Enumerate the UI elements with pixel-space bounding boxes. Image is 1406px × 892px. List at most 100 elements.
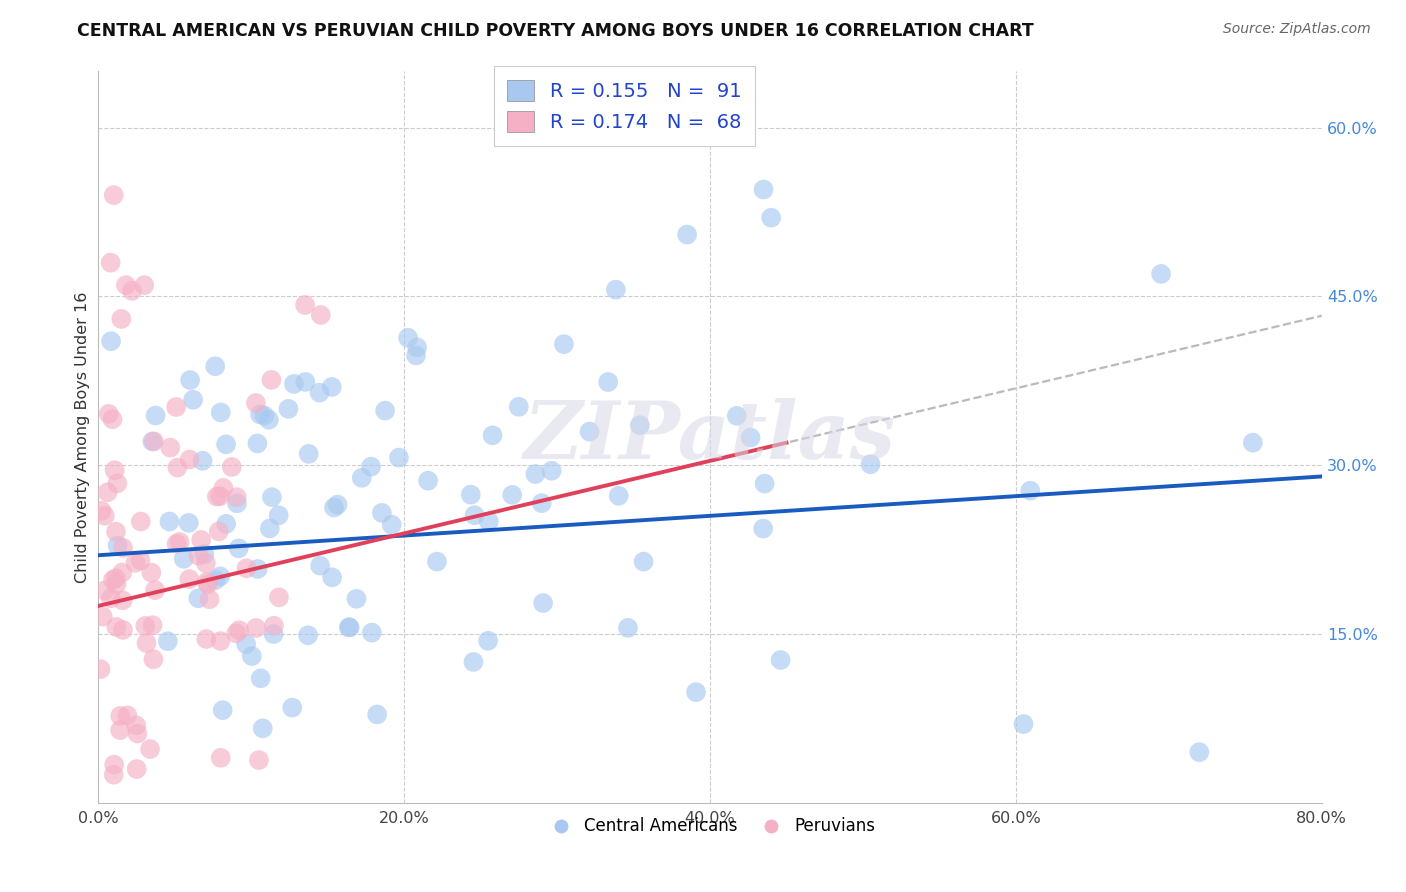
Point	[159, 515, 181, 529]
Point	[267, 591, 290, 605]
Point	[208, 524, 231, 539]
Point	[617, 621, 640, 635]
Point	[321, 570, 343, 584]
Point	[676, 227, 699, 242]
Point	[97, 407, 120, 421]
Point	[263, 627, 285, 641]
Point	[405, 349, 427, 363]
Point	[396, 331, 419, 345]
Point	[607, 489, 630, 503]
Point	[141, 434, 163, 449]
Point	[117, 708, 139, 723]
Point	[101, 573, 124, 587]
Point	[90, 662, 112, 676]
Point	[530, 496, 553, 510]
Point	[169, 535, 191, 549]
Point	[173, 552, 195, 566]
Point	[464, 508, 486, 523]
Point	[1241, 435, 1264, 450]
Point	[209, 751, 232, 765]
Point	[257, 413, 280, 427]
Point	[215, 516, 238, 531]
Text: ZIPatlas: ZIPatlas	[524, 399, 896, 475]
Point	[235, 561, 257, 575]
Point	[179, 572, 201, 586]
Point	[212, 481, 235, 495]
Point	[246, 436, 269, 450]
Point	[209, 634, 232, 648]
Point	[1188, 745, 1211, 759]
Point	[115, 278, 138, 293]
Point	[135, 636, 157, 650]
Point	[321, 380, 343, 394]
Point	[105, 620, 128, 634]
Point	[752, 522, 775, 536]
Point	[388, 450, 411, 465]
Point	[460, 488, 482, 502]
Point	[107, 539, 129, 553]
Point	[1019, 483, 1042, 498]
Point	[111, 623, 134, 637]
Point	[195, 632, 218, 646]
Point	[252, 722, 274, 736]
Point	[226, 496, 249, 510]
Point	[91, 609, 114, 624]
Point	[142, 652, 165, 666]
Point	[111, 541, 134, 555]
Point	[725, 409, 748, 423]
Point	[598, 375, 620, 389]
Point	[540, 464, 562, 478]
Point	[204, 359, 226, 374]
Point	[477, 633, 499, 648]
Point	[165, 400, 187, 414]
Point	[94, 508, 117, 523]
Point	[110, 709, 132, 723]
Point	[205, 490, 228, 504]
Point	[754, 476, 776, 491]
Point	[249, 671, 271, 685]
Point	[759, 211, 782, 225]
Point	[259, 521, 281, 535]
Point	[104, 463, 127, 477]
Point	[194, 556, 217, 570]
Point	[859, 457, 882, 471]
Point	[142, 434, 165, 449]
Point	[187, 591, 209, 606]
Point	[245, 621, 267, 635]
Point	[166, 537, 188, 551]
Point	[426, 555, 449, 569]
Point	[406, 340, 429, 354]
Y-axis label: Child Poverty Among Boys Under 16: Child Poverty Among Boys Under 16	[75, 292, 90, 582]
Point	[110, 312, 132, 326]
Point	[179, 452, 201, 467]
Point	[740, 430, 762, 444]
Point	[1012, 717, 1035, 731]
Point	[633, 555, 655, 569]
Point	[501, 488, 523, 502]
Point	[177, 516, 200, 530]
Point	[209, 569, 232, 583]
Point	[281, 700, 304, 714]
Point	[193, 547, 215, 561]
Point	[101, 412, 124, 426]
Point	[508, 400, 530, 414]
Point	[190, 533, 212, 547]
Point	[105, 524, 128, 539]
Point	[134, 619, 156, 633]
Point	[553, 337, 575, 351]
Point	[124, 556, 146, 570]
Point	[105, 577, 128, 591]
Point	[225, 626, 247, 640]
Point	[204, 573, 226, 587]
Point	[103, 767, 125, 781]
Point	[166, 460, 188, 475]
Point	[125, 718, 148, 732]
Legend: Central Americans, Peruvians: Central Americans, Peruvians	[537, 811, 883, 842]
Point	[308, 385, 330, 400]
Point	[253, 409, 276, 423]
Point	[191, 454, 214, 468]
Point	[90, 504, 112, 518]
Point	[260, 490, 283, 504]
Point	[228, 624, 250, 638]
Point	[309, 558, 332, 573]
